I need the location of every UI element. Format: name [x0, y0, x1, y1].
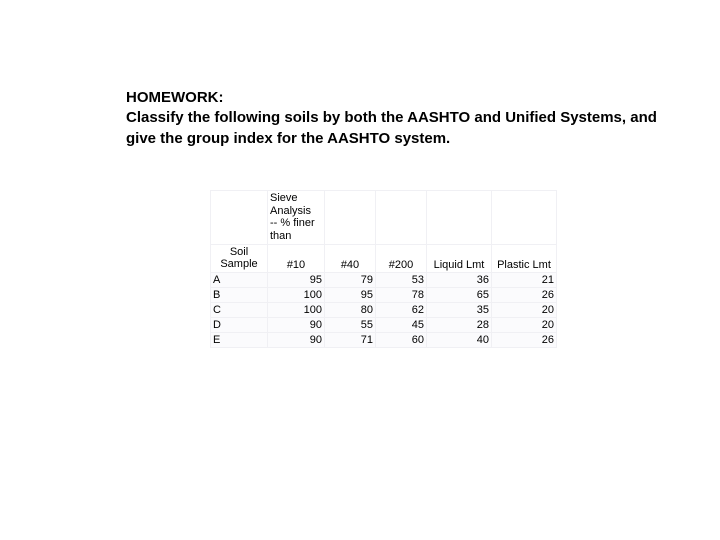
- table-row: E 90 71 60 40 26: [211, 332, 557, 347]
- soil-table-container: Sieve Analysis -- % finer than Soil Samp…: [210, 190, 560, 348]
- blank-cell: [211, 191, 268, 245]
- cell-s40: 95: [325, 287, 376, 302]
- heading-line1: HOMEWORK:: [126, 89, 224, 106]
- homework-heading: HOMEWORK: Classify the following soils b…: [126, 88, 686, 149]
- cell-s40: 71: [325, 332, 376, 347]
- sieve-l1: Sieve: [270, 192, 298, 204]
- cell-s200: 62: [376, 302, 427, 317]
- cell-pl: 20: [492, 302, 557, 317]
- cell-sample: E: [211, 332, 268, 347]
- table-row: C 100 80 62 35 20: [211, 302, 557, 317]
- blank-cell: [325, 191, 376, 245]
- cell-s10: 95: [268, 272, 325, 287]
- page: HOMEWORK: Classify the following soils b…: [0, 0, 720, 540]
- sieve-l3: -- % finer: [270, 217, 315, 229]
- cell-pl: 26: [492, 332, 557, 347]
- col-header-liquid-limit: Liquid Lmt: [427, 244, 492, 272]
- cell-sample: A: [211, 272, 268, 287]
- sieve-l4: than: [270, 230, 291, 242]
- cell-sample: D: [211, 317, 268, 332]
- col-header-200: #200: [376, 244, 427, 272]
- col-header-soil-sample: Soil Sample: [211, 244, 268, 272]
- cell-ll: 35: [427, 302, 492, 317]
- sieve-analysis-label: Sieve Analysis -- % finer than: [268, 191, 325, 245]
- blank-cell: [492, 191, 557, 245]
- blank-cell: [427, 191, 492, 245]
- cell-s40: 80: [325, 302, 376, 317]
- soil-l1: Soil: [230, 246, 248, 258]
- table-row: B 100 95 78 65 26: [211, 287, 557, 302]
- soil-table: Sieve Analysis -- % finer than Soil Samp…: [210, 190, 557, 348]
- cell-ll: 36: [427, 272, 492, 287]
- cell-s10: 100: [268, 302, 325, 317]
- cell-sample: B: [211, 287, 268, 302]
- heading-line2: Classify the following soils by both the…: [126, 109, 657, 146]
- col-header-plastic-limit: Plastic Lmt: [492, 244, 557, 272]
- table-row: A 95 79 53 36 21: [211, 272, 557, 287]
- cell-s40: 55: [325, 317, 376, 332]
- cell-sample: C: [211, 302, 268, 317]
- table-row: D 90 55 45 28 20: [211, 317, 557, 332]
- cell-pl: 20: [492, 317, 557, 332]
- cell-pl: 26: [492, 287, 557, 302]
- cell-s200: 45: [376, 317, 427, 332]
- table-header-row-1: Sieve Analysis -- % finer than: [211, 191, 557, 245]
- cell-s10: 90: [268, 317, 325, 332]
- cell-s200: 78: [376, 287, 427, 302]
- cell-s40: 79: [325, 272, 376, 287]
- sieve-l2: Analysis: [270, 205, 311, 217]
- cell-ll: 65: [427, 287, 492, 302]
- cell-s200: 60: [376, 332, 427, 347]
- col-header-10: #10: [268, 244, 325, 272]
- cell-ll: 28: [427, 317, 492, 332]
- cell-s200: 53: [376, 272, 427, 287]
- blank-cell: [376, 191, 427, 245]
- col-header-40: #40: [325, 244, 376, 272]
- cell-ll: 40: [427, 332, 492, 347]
- cell-s10: 90: [268, 332, 325, 347]
- soil-l2: Sample: [220, 258, 257, 270]
- cell-pl: 21: [492, 272, 557, 287]
- table-header-row-2: Soil Sample #10 #40 #200 Liquid Lmt Plas…: [211, 244, 557, 272]
- cell-s10: 100: [268, 287, 325, 302]
